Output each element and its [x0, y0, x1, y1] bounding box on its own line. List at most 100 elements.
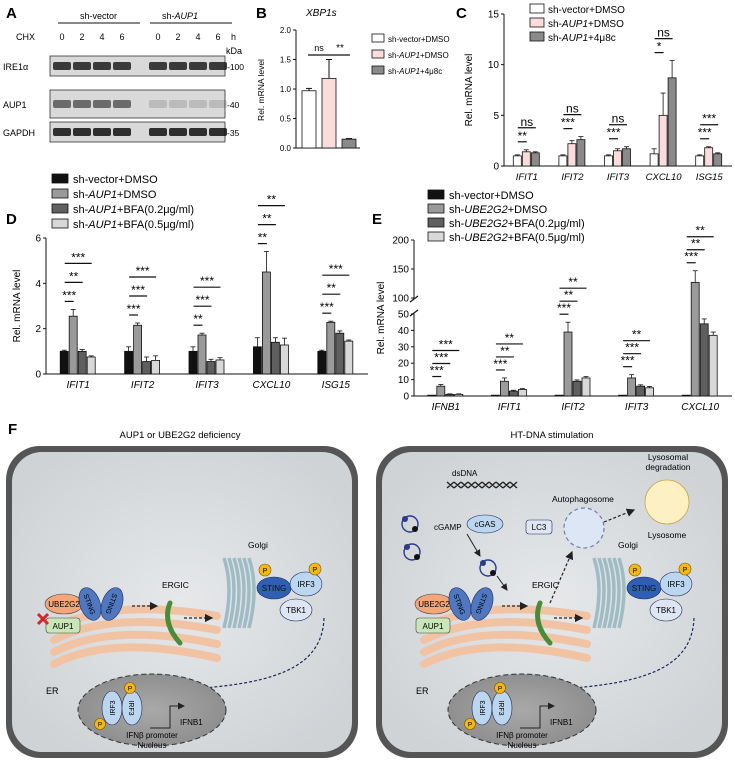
sting-label: STING: [262, 584, 286, 593]
significance-label: ***: [621, 354, 635, 368]
panel-letter: B: [256, 5, 267, 22]
significance-label: **: [327, 281, 337, 295]
er-membrane: [50, 643, 221, 668]
ergic-label: ERGIC: [532, 580, 559, 590]
ergic-compartment: [535, 600, 553, 646]
significance-label: **: [632, 328, 642, 342]
time-unit: h: [231, 32, 236, 42]
significance-label: ***: [430, 364, 444, 378]
legend-label: sh-vector+DMSO: [388, 35, 450, 44]
timepoint-label: 0: [59, 32, 64, 42]
legend-swatch: [371, 33, 385, 43]
blot-band: [209, 62, 227, 70]
er-label: ER: [416, 686, 429, 696]
significance-label: ***: [320, 300, 334, 314]
blot-label: AUP1: [3, 100, 27, 110]
degradation-arrow: [603, 508, 636, 523]
significance-label: ***: [493, 357, 507, 371]
significance-label: **: [267, 193, 277, 207]
irf3-label: IRF3: [297, 580, 315, 589]
chart-b: B XBP1s 0.0 0.5 1.0 1.5 2.0 Rel. mRNA level ns…: [256, 5, 450, 153]
y-tick-label: 40: [398, 326, 410, 337]
irf3-label: IRF3: [480, 700, 487, 715]
y-tick-label: 20: [398, 359, 410, 370]
golgi-cisterna: [612, 557, 621, 629]
significance-label: *: [657, 40, 662, 54]
panel-b: B XBP1s 0.0 0.5 1.0 1.5 2.0 Rel. mRNA level ns…: [250, 0, 472, 160]
kda-label: kDa: [226, 46, 242, 56]
ube2g2-label: UBE2G2: [418, 600, 450, 609]
legend-swatch: [51, 173, 69, 184]
significance-label: **: [691, 237, 701, 251]
legend-swatch: [529, 17, 545, 28]
legend-swatch: [529, 3, 545, 14]
ifnb1-label: IFNB1: [180, 718, 203, 727]
blot-band: [93, 100, 111, 108]
legend-label: sh-vector+DMSO: [449, 190, 534, 202]
bar: [649, 153, 659, 167]
legend-swatch: [51, 203, 69, 214]
legend-label: sh-vector+DMSO: [548, 5, 625, 16]
reaction-arrow: [466, 533, 481, 557]
axis-break: [409, 295, 419, 303]
bar: [636, 385, 646, 397]
blot-label: GAPDH: [3, 128, 35, 138]
significance-label: ***: [557, 301, 571, 315]
golgi-cisterna: [617, 557, 626, 629]
bar: [622, 148, 631, 167]
y-tick-label: 15: [488, 10, 500, 21]
legend-label: sh-AUP1+DMSO: [73, 189, 157, 201]
group-label-right: sh-AUP1: [162, 11, 198, 21]
legend-swatch: [371, 65, 385, 75]
significance-label: ***: [200, 274, 214, 288]
category-label: IFIT3: [195, 380, 219, 391]
bar: [508, 390, 518, 397]
y-tick-label: 10: [488, 60, 500, 71]
bar: [77, 350, 87, 375]
y-axis-label: Rel. mRNA level: [376, 282, 387, 355]
blot-band: [149, 100, 167, 108]
tbk1-label: TBK1: [656, 606, 677, 615]
phosphate-label: P: [313, 567, 318, 574]
bar: [341, 138, 357, 149]
golgi-label: Golgi: [248, 540, 268, 550]
cell-cytoplasm: [382, 452, 722, 752]
category-label: IFIT1: [516, 172, 538, 183]
aup1-label: AUP1: [423, 622, 444, 631]
panel-d: D 0 2 4 6 Rel. mRNA level IFIT1 *** ** *** IFIT2 *…: [0, 168, 370, 413]
left-title: AUP1 or UBE2G2 deficiency: [120, 430, 241, 441]
group-label-left: sh-vector: [80, 11, 117, 21]
bar: [491, 394, 500, 397]
golgi-cisterna: [597, 557, 606, 629]
bar: [512, 155, 522, 167]
irf3-label: IRF3: [667, 580, 685, 589]
blot-band: [113, 100, 131, 108]
legend-label: sh-AUP1+4μ8c: [388, 67, 442, 76]
bar: [317, 350, 327, 375]
category-label: CXCL10: [252, 380, 290, 391]
timepoint-label: 0: [155, 32, 160, 42]
er-membrane: [420, 643, 591, 668]
tbk1-protein: [649, 598, 683, 622]
bar: [581, 377, 591, 397]
phosphate-label: P: [468, 722, 472, 729]
significance-label: **: [568, 275, 578, 289]
cgamp-nucleotide: [412, 526, 418, 532]
bar: [454, 393, 464, 397]
phosphate-icon: [94, 718, 106, 730]
ube2g2-label: UBE2G2: [48, 600, 80, 609]
tbk1-label: TBK1: [286, 606, 307, 615]
blot-band: [93, 62, 111, 70]
bar: [517, 389, 527, 397]
cgamp-label: cGAMP: [434, 523, 462, 532]
phosphate-label: P: [98, 722, 102, 729]
timepoint-label: 4: [195, 32, 200, 42]
blot-band: [169, 128, 187, 136]
significance-label: ***: [625, 341, 639, 355]
significance-label: **: [193, 312, 203, 326]
y-axis-label: Rel. mRNA level: [464, 54, 475, 127]
bar: [576, 139, 586, 167]
bar: [133, 324, 143, 375]
